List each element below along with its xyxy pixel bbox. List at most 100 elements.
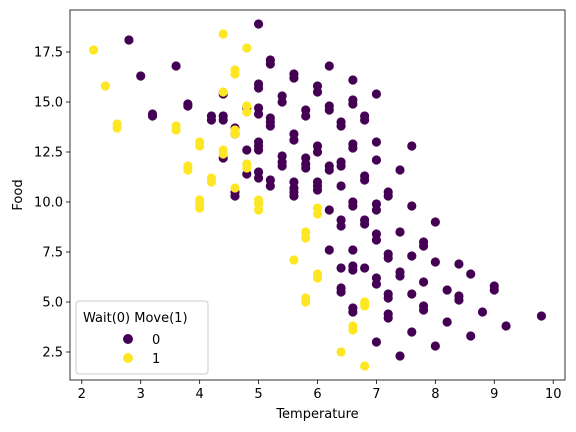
point-series-0-109 [383, 191, 393, 201]
point-series-0-90 [348, 307, 358, 317]
legend: Wait(0) Move(1) 0 1 [75, 300, 209, 375]
point-series-0-67 [324, 205, 334, 215]
point-series-0-134 [442, 285, 452, 295]
point-series-0-127 [418, 241, 429, 251]
point-series-0-45 [289, 135, 299, 145]
point-series-0-88 [348, 265, 358, 275]
legend-box [75, 300, 209, 375]
point-series-0-140 [466, 331, 476, 341]
point-series-0-141 [477, 307, 488, 317]
point-series-0-119 [395, 271, 405, 281]
x-tick-label-7: 9 [490, 387, 498, 402]
points-layer [88, 19, 547, 371]
point-series-1-46 [360, 361, 370, 371]
point-series-0-96 [360, 219, 370, 229]
point-series-0-18 [242, 145, 252, 155]
point-series-0-0 [124, 35, 134, 45]
point-series-0-36 [265, 181, 275, 191]
point-series-0-83 [348, 143, 358, 153]
y-axis-label: Food [11, 179, 26, 210]
point-series-0-78 [336, 287, 346, 297]
point-series-0-64 [324, 105, 334, 115]
point-series-1-23 [230, 183, 240, 193]
point-series-0-107 [371, 337, 382, 347]
point-series-1-18 [218, 149, 228, 159]
y-axis-ticks: 2.5 5.0 7.5 10.0 12.5 15.0 17.5 [34, 46, 70, 361]
y-tick-label-2: 7.5 [42, 246, 63, 261]
point-series-0-100 [371, 155, 382, 165]
point-series-1-0 [88, 45, 99, 55]
point-series-0-70 [336, 121, 346, 131]
point-series-0-51 [301, 111, 311, 121]
point-series-0-58 [312, 147, 323, 157]
point-series-0-85 [348, 201, 358, 211]
x-axis-label: Temperature [275, 407, 358, 422]
point-series-1-12 [195, 203, 205, 213]
point-series-1-45 [360, 301, 370, 311]
point-series-0-116 [395, 165, 405, 175]
point-series-0-125 [407, 327, 417, 337]
point-series-0-92 [360, 115, 370, 125]
point-series-0-72 [336, 161, 346, 171]
point-series-0-61 [312, 185, 323, 195]
point-series-0-136 [454, 259, 464, 269]
point-series-1-43 [348, 325, 358, 335]
point-series-0-38 [277, 97, 287, 107]
point-series-0-131 [430, 217, 440, 227]
x-axis-ticks: 2 3 4 5 6 7 8 9 10 [78, 380, 562, 402]
point-series-0-24 [253, 109, 264, 119]
point-series-0-34 [265, 121, 275, 131]
y-tick-label-1: 5.0 [42, 296, 63, 311]
point-series-1-36 [301, 297, 311, 307]
point-series-0-111 [383, 253, 393, 263]
point-series-0-81 [348, 99, 358, 109]
point-series-0-138 [454, 295, 464, 305]
x-tick-label-4: 6 [313, 387, 321, 402]
point-series-0-94 [360, 175, 370, 185]
point-series-0-104 [371, 235, 382, 245]
point-series-0-121 [407, 141, 417, 151]
point-series-1-7 [183, 165, 193, 175]
point-series-0-66 [324, 165, 334, 175]
point-series-0-75 [336, 221, 346, 231]
point-series-0-54 [301, 163, 311, 173]
point-series-0-29 [253, 173, 264, 183]
point-series-1-34 [301, 233, 311, 243]
point-series-0-27 [253, 145, 264, 155]
point-series-0-76 [336, 263, 346, 273]
point-series-1-14 [206, 177, 217, 187]
point-series-0-124 [407, 289, 417, 299]
point-series-0-98 [371, 89, 382, 99]
point-series-1-5 [171, 125, 181, 135]
x-tick-label-0: 2 [78, 387, 86, 402]
point-series-0-8 [206, 115, 217, 125]
point-series-0-62 [324, 61, 334, 71]
point-series-0-1 [136, 71, 146, 81]
x-tick-label-1: 3 [137, 387, 145, 402]
point-series-0-6 [183, 101, 193, 111]
point-series-0-120 [395, 351, 405, 361]
y-tick-label-4: 12.5 [34, 146, 63, 161]
point-series-0-115 [383, 313, 393, 323]
point-series-0-22 [253, 83, 264, 93]
point-series-0-143 [489, 285, 499, 295]
point-series-0-113 [383, 293, 393, 303]
point-series-0-130 [418, 305, 429, 315]
point-series-1-16 [218, 87, 228, 97]
point-series-1-28 [242, 163, 252, 173]
point-series-0-102 [371, 205, 382, 215]
point-series-0-11 [218, 115, 228, 125]
point-series-1-20 [230, 69, 240, 79]
y-tick-label-0: 2.5 [42, 346, 63, 361]
y-tick-label-6: 17.5 [34, 46, 63, 61]
point-series-1-26 [242, 107, 252, 117]
x-tick-label-2: 4 [196, 387, 204, 402]
point-series-0-128 [418, 277, 429, 287]
x-tick-label-8: 10 [545, 387, 562, 402]
point-series-0-123 [407, 251, 417, 261]
point-series-0-97 [360, 263, 370, 273]
x-tick-label-3: 5 [254, 387, 262, 402]
point-series-0-31 [265, 59, 275, 69]
point-series-0-145 [536, 311, 547, 321]
